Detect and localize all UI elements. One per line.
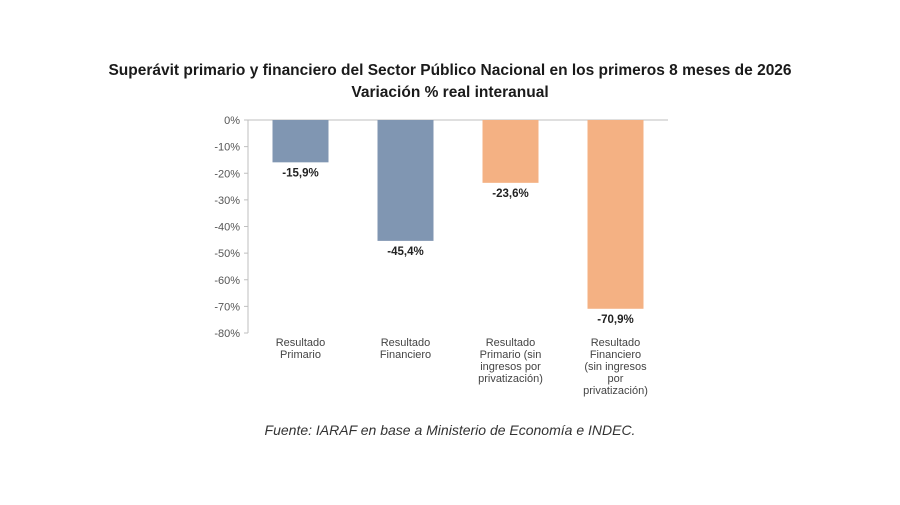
- data-label: -15,9%: [282, 167, 318, 179]
- bar: [272, 120, 329, 163]
- data-label: -23,6%: [492, 188, 528, 200]
- y-tick-label: -70%: [214, 301, 240, 313]
- category-label: privatización): [583, 385, 648, 397]
- category-label: Resultado: [276, 337, 326, 349]
- bar: [377, 120, 434, 241]
- category-label: Financiero: [590, 349, 641, 361]
- bar: [482, 120, 539, 183]
- category-label: Primario (sin: [480, 349, 542, 361]
- y-tick-label: -10%: [214, 142, 240, 154]
- y-tick-labels: 0% -10% -20% -30% -40% -50% -60% -70% -80%: [214, 115, 248, 340]
- data-labels: -15,9% -45,4% -23,6% -70,9%: [282, 167, 633, 325]
- y-tick-label: -60%: [214, 275, 240, 287]
- data-label: -45,4%: [387, 246, 423, 258]
- chart-title: Superávit primario y financiero del Sect…: [108, 62, 792, 79]
- bar: [587, 120, 644, 309]
- y-tick-label: 0%: [224, 115, 240, 127]
- y-tick-label: -20%: [214, 168, 240, 180]
- category-label: por: [608, 373, 624, 385]
- category-label: privatización): [478, 373, 543, 385]
- y-tick-label: -50%: [214, 248, 240, 260]
- source-note: Fuente: IARAF en base a Ministerio de Ec…: [264, 422, 636, 438]
- y-tick-label: -80%: [214, 328, 240, 340]
- chart-subtitle: Variación % real interanual: [351, 84, 549, 101]
- data-label: -70,9%: [597, 314, 633, 326]
- y-tick-label: -30%: [214, 195, 240, 207]
- category-label: Resultado: [381, 337, 431, 349]
- category-label: Financiero: [380, 349, 431, 361]
- category-label: Resultado: [486, 337, 536, 349]
- category-label: Primario: [280, 349, 321, 361]
- category-label: ingresos por: [480, 361, 541, 373]
- bars: [272, 120, 644, 309]
- category-labels: ResultadoPrimarioResultadoFinancieroResu…: [276, 337, 648, 397]
- category-label: (sin ingresos: [584, 361, 647, 373]
- category-label: Resultado: [591, 337, 641, 349]
- y-tick-label: -40%: [214, 222, 240, 234]
